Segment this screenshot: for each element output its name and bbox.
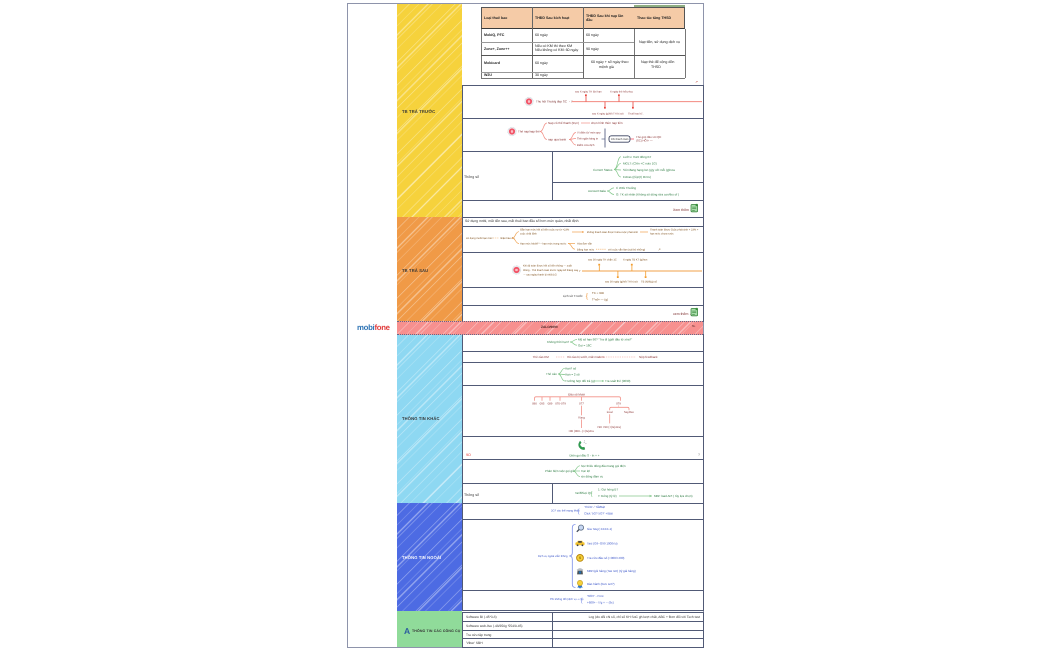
svg-text:+608+ - /7g + -- (9c): +608+ - /7g + -- (9c) [587, 601, 614, 605]
svg-text:Thẻ cào KM: Thẻ cào KM [533, 355, 550, 359]
svg-text:Nộp feedback: Nộp feedback [639, 355, 658, 359]
svg-text:MGLT: (Chln +C nuts 1G): MGLT: (Chln +C nuts 1G) [623, 161, 657, 165]
svg-text:Nạp có thể thanh (trực): Nạp có thể thanh (trực) [548, 121, 579, 125]
svg-text:cuộc chất định: cuộc chất định [520, 232, 537, 235]
svg-text:local: local [607, 410, 613, 414]
svg-text:+90 +90 (+(G)xtra): +90 +90 (+(G)xtra) [597, 425, 621, 429]
svg-text:2G? các thế mạng Mobi: 2G? các thế mạng Mobi [551, 509, 580, 513]
svg-text:T: Đóng (tỷ lệ): T: Đóng (tỷ lệ) [598, 494, 617, 498]
svg-text:'Thêm' / Tắt/Bật: 'Thêm' / Tắt/Bật [584, 505, 605, 509]
svg-text:Tra soát thẻ (9090): Tra soát thẻ (9090) [605, 379, 630, 383]
svg-text:090: 090 [532, 402, 537, 406]
svg-text:--- sau ngày thanh lý nhất 1G: --- sau ngày thanh lý nhất 1G [523, 274, 557, 277]
svg-text:(SC) HỒI+ —: (SC) HỒI+ — [636, 138, 653, 142]
svg-text:Hạn = 2 số: Hạn = 2 số [565, 373, 580, 377]
svg-text:chọn hình thức nạp tiền: chọn hình thức nạp tiền [591, 121, 623, 125]
svg-text:+90 (900...)+(G)xtra: +90 (900...)+(G)xtra [568, 429, 594, 433]
svg-text:Mỹ số hạn 90? "Tra đi (g)ết đầ: Mỹ số hạn 90? "Tra đi (g)ết đầu từ xtra?… [578, 338, 632, 342]
svg-text:TB (h)ết(g) số: TB (h)ết(g) số [641, 281, 658, 284]
svg-text:093: 093 [540, 402, 545, 406]
svg-text:- 7: - 7 [569, 100, 573, 104]
svg-text:MBF load API ( tùy lựa chọn): MBF load API ( tùy lựa chọn) [654, 494, 693, 498]
svg-text:hạn mức chưa nước: hạn mức chưa nước [650, 232, 674, 235]
svg-text:- 7: - 7 [577, 269, 581, 273]
svg-text:Thẻ cào: Thẻ cào [546, 372, 557, 376]
svg-text:Ví điện tử/ món app: Ví điện tử/ món app [577, 131, 601, 135]
svg-text:Đầu số Mobi: Đầu số Mobi [568, 393, 585, 397]
svg-text:xin đóng đảm vụ: xin đóng đảm vụ [581, 475, 603, 479]
svg-text:không thanh toán được hotra cu: không thanh toán được hotra cuộc phát si… [587, 231, 639, 234]
svg-text:nạp qua bank: nạp qua bank [548, 138, 567, 142]
svg-text:Thu hồi Thuê/g đẹp SC: Thu hồi Thuê/g đẹp SC [536, 100, 568, 104]
svg-text:Extras ((G)c(t) IB tru): Extras ((G)c(t) IB tru) [623, 175, 651, 179]
svg-text:Gia Tavy( XXXX-1): Gia Tavy( XXXX-1) [587, 527, 612, 531]
svg-text:Tra cứu đầu số (+900/+400): Tra cứu đầu số (+900/+400) [587, 556, 624, 560]
svg-text:Khi thanh toán: Khi thanh toán [611, 138, 629, 141]
svg-text:Lịch sử T=ước: Lịch sử T=ước [563, 294, 583, 298]
svg-text:070-079: 070-079 [555, 402, 566, 406]
svg-text:Current Status: Current Status [593, 168, 613, 172]
svg-text:trục lợi: trục lợi [581, 469, 590, 473]
svg-text:Thẻ ngân hàng tn: Thẻ ngân hàng tn [577, 138, 599, 141]
svg-text:Dịch vụ ngoài viễn thông: Dịch vụ ngoài viễn thông [538, 554, 568, 558]
svg-text:Điện gọi đầu S - tn + +: Điện gọi đầu S - tn + + [569, 453, 599, 457]
svg-text:Thẻ nạp/nạp thẻ: Thẻ nạp/nạp thẻ [518, 130, 540, 134]
svg-text:với cuộc vẫn làm (xài bỏ những: với cuộc vẫn làm (xài bỏ những) [608, 247, 645, 251]
svg-text:sau 30 ngày TH chặn 1C: sau 30 ngày TH chặn 1C [588, 258, 617, 261]
svg-text:Hạn? số: Hạn? số [565, 366, 577, 370]
svg-text:Gọi = 18C: Gọi = 18C [578, 343, 592, 347]
svg-text:X ngày thẻ hết phục: X ngày thẻ hết phục [610, 90, 634, 93]
svg-text:Gắn hạn mức hết số tiền cuộc n: Gắn hạn mức hết số tiền cuộc nợ từ +23% [520, 228, 570, 232]
svg-text:T^số+ — (g): T^số+ — (g) [592, 298, 608, 302]
svg-text:Click '5G? 5G?' +/Bật: Click '5G? 5G?' +/Bật [584, 512, 613, 516]
svg-text:{: { [577, 508, 580, 516]
svg-text:sử dụng mobi hạn mức: sử dụng mobi hạn mức [466, 237, 494, 240]
svg-text:Đăng hạn mức: Đăng hạn mức [577, 248, 595, 251]
svg-text:MBF/gói hàng (Tax net) (tỷ giá: MBF/gói hàng (Tax net) (tỷ giá hàng) [587, 569, 636, 573]
svg-text:Thuê bao bị",: Thuê bao bị", [628, 113, 644, 116]
svg-text:Taxi (G9–G99 1000r/u): Taxi (G9–G99 1000r/u) [587, 542, 618, 546]
svg-text:SayHee: SayHee [624, 410, 635, 414]
svg-text:Điểm cửa dịch: Điểm cửa dịch [577, 143, 595, 147]
svg-text:↗: ↗ [658, 247, 661, 251]
svg-text:Hạn mức MobiF* – hạn mức trong: Hạn mức MobiF* – hạn mức trong nước [520, 243, 567, 246]
svg-text:Số+/đang hạng lon (g)y với mỗi: Số+/đang hạng lon (g)y với mỗi (g)hưa [623, 168, 675, 172]
svg-text:X ngày TB KT (g)hẹn: X ngày TB KT (g)hẹn [623, 258, 648, 261]
svg-text:{: { [585, 292, 589, 301]
svg-text:Thẻ góp đầu với QH: Thẻ góp đầu với QH [636, 135, 661, 139]
svg-text:Khi d/j toán được hết số tiền: Khi d/j toán được hết số tiền thông --- … [523, 265, 572, 268]
svg-text:Phân biệt cuộc gọi giả: Phân biệt cuộc gọi giả [545, 469, 575, 473]
svg-text:sau X ngày TH đợi hạn: sau X ngày TH đợi hạn [575, 90, 602, 93]
svg-text:Hũ cào bị sướt, mất modem: Hũ cào bị sướt, mất modem [567, 355, 605, 359]
svg-text:Hóa đơn vẫn: Hóa đơn vẫn [577, 242, 593, 246]
svg-text:Bảo hành (bưu set?): Bảo hành (bưu set?) [587, 582, 615, 586]
svg-text:Account Bala: Account Bala [588, 189, 606, 193]
svg-text:{: { [590, 490, 593, 498]
svg-text:TC = 900: TC = 900 [592, 291, 604, 295]
svg-text:Vùng: Vùng [578, 415, 585, 419]
svg-text:079: 079 [616, 402, 621, 406]
svg-text:089: 089 [548, 402, 553, 406]
svg-text:1: Gọi hỏng BT: 1: Gọi hỏng BT [598, 488, 618, 492]
svg-text:Thanh toán được Cuộc phát sinh: Thanh toán được Cuộc phát sinh + 23% + [650, 229, 699, 232]
svg-text:G: TK số nhấn (Không số dùng x: G: TK số nhấn (Không số dùng xtra con/tb… [616, 193, 679, 197]
svg-text:{: { [580, 597, 583, 605]
svg-text:$: $ [579, 556, 581, 560]
svg-text:Trường hợp đổi trả (g): Trường hợp đổi trả (g) [565, 379, 595, 383]
svg-text:sau X ngày (g)hết TH bị sót: sau X ngày (g)hết TH bị sót [592, 113, 624, 116]
svg-text:nhận báo đủ: nhận báo đủ [500, 237, 515, 240]
svg-text:'5897' - Free: '5897' - Free [587, 594, 604, 598]
svg-text:C WIG Thuổng: C WIG Thuổng [616, 186, 636, 190]
svg-text:sau 30 ngày (g)hết TH bị sót: sau 30 ngày (g)hết TH bị sót [605, 281, 638, 284]
svg-text:Phí không đổi (dịch vụ + ca): Phí không đổi (dịch vụ + ca) [550, 597, 583, 601]
svg-text:077: 077 [579, 402, 584, 406]
svg-text:Không thời hạn?: Không thời hạn? [547, 340, 569, 344]
svg-text:thông - Thẻ thanh toán trước n: thông - Thẻ thanh toán trước ngày kế thá… [523, 269, 579, 272]
svg-text:Lướt e Hunt đông BT: Lướt e Hunt đông BT [623, 155, 651, 159]
svg-text:Tariff/Gọi QC: Tariff/Gọi QC [575, 491, 593, 495]
svg-text:học thiếu đóng đầu trang gọi đ: học thiếu đóng đầu trang gọi điện [581, 464, 626, 468]
